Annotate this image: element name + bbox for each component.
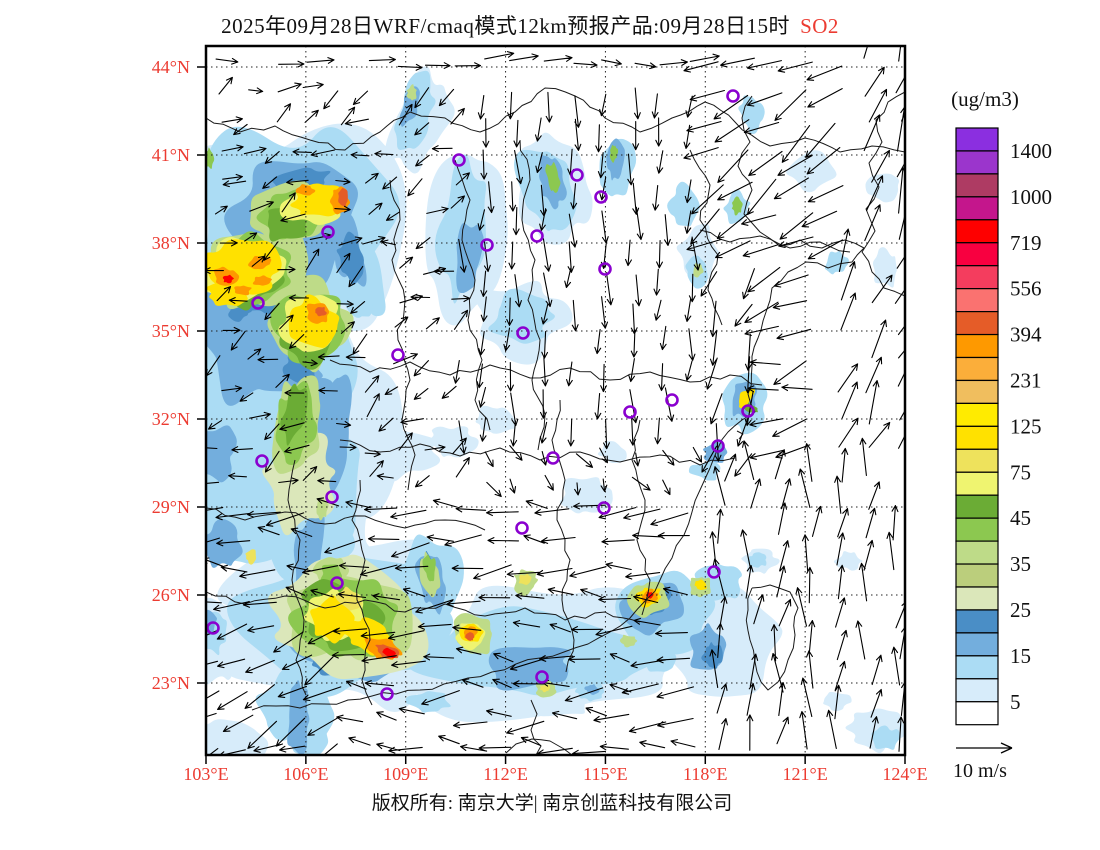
city-marker (251, 296, 265, 310)
y-tick-label: 35°N (152, 321, 190, 341)
wind-arrows (206, 46, 905, 755)
x-tick-label: 118°E (683, 764, 728, 784)
city-marker (380, 687, 394, 701)
city-marker (516, 326, 530, 340)
colorbar-cell (955, 288, 999, 313)
colorbar-cell (955, 678, 999, 703)
y-tick-label: 38°N (152, 233, 190, 253)
city-marker (515, 521, 529, 535)
city-marker (330, 576, 344, 590)
colorbar-cell (955, 173, 999, 198)
graticule-grid (206, 46, 905, 755)
city-marker (255, 454, 269, 468)
y-tick-label: 26°N (152, 585, 190, 605)
colorbar-label: 394 (1010, 323, 1042, 347)
city-marker (480, 238, 494, 252)
city-marker (452, 153, 466, 167)
colorbar-label: 125 (1010, 414, 1042, 438)
colorbar: (ug/m3) 1400 1000 719 556 394 231 125 75 45 35 25 15… (951, 87, 1052, 726)
colorbar-label: 75 (1010, 460, 1031, 484)
colorbar-label: 25 (1010, 598, 1031, 622)
x-axis: 103°E 106°E 109°E 112°E 115°E 118°E 121°E 124°E (183, 756, 928, 784)
colorbar-cell (955, 632, 999, 657)
colorbar-cell (955, 379, 999, 405)
colorbar-cell (955, 127, 999, 152)
colorbar-label: 1400 (1010, 139, 1052, 163)
y-tick-label: 44°N (152, 57, 190, 77)
colorbar-label: 1000 (1010, 185, 1052, 209)
colorbar-label: 15 (1010, 644, 1031, 668)
colorbar-cell (955, 311, 999, 336)
y-tick-label: 32°N (152, 409, 190, 429)
city-marker (530, 229, 544, 243)
colorbar-cell (955, 425, 999, 450)
colorbar-cell (955, 265, 999, 290)
province-borders (206, 87, 905, 755)
city-marker (711, 439, 725, 453)
colorbar-cell (955, 402, 999, 427)
city-marker (546, 451, 560, 465)
colorbar-cell (955, 356, 999, 382)
colorbar-label: 556 (1010, 277, 1042, 301)
colorbar-label: 719 (1010, 231, 1042, 255)
city-marker (206, 621, 220, 635)
city-marker (726, 89, 740, 103)
x-tick-label: 115°E (583, 764, 628, 784)
x-tick-label: 109°E (383, 764, 428, 784)
city-marker (321, 225, 335, 239)
y-tick-label: 29°N (152, 497, 190, 517)
page-title: 2025年09月28日WRF/cmaq模式12km预报产品:09月28日15时 S… (0, 10, 1060, 40)
wind-scale: 10 m/s (953, 742, 1013, 782)
city-marker (741, 404, 755, 418)
colorbar-cell (955, 448, 999, 473)
map-frame (204, 44, 907, 757)
colorbar-cell (955, 586, 999, 611)
city-marker (594, 190, 608, 204)
x-tick-label: 103°E (183, 764, 228, 784)
colorbar-cell (955, 471, 999, 496)
city-marker (623, 405, 637, 419)
colorbar-label: 45 (1010, 506, 1031, 530)
colorbar-cell (955, 494, 999, 519)
title-species: SO2 (800, 14, 839, 38)
colorbar-label: 231 (1010, 368, 1042, 392)
city-marker (570, 168, 584, 182)
y-tick-label: 23°N (152, 673, 190, 693)
x-tick-label: 112°E (483, 764, 528, 784)
city-marker (665, 393, 679, 407)
colorbar-cell (955, 242, 999, 267)
colorbar-cell (955, 701, 999, 726)
colorbar-cell (955, 540, 999, 565)
colorbar-cell (955, 196, 999, 221)
city-markers (206, 89, 755, 701)
city-marker (707, 565, 721, 579)
colorbar-label: 35 (1010, 552, 1031, 576)
footer-credit: 版权所有: 南京大学| 南京创蓝科技有限公司 (371, 793, 733, 814)
city-marker (597, 501, 611, 515)
colorbar-cell (955, 150, 999, 175)
y-tick-label: 41°N (152, 145, 190, 165)
colorbar-cell (955, 563, 999, 588)
x-tick-label: 106°E (283, 764, 328, 784)
colorbar-cell (955, 517, 999, 542)
y-axis: 44°N 41°N 38°N 35°N 32°N 29°N 26°N 23°N (152, 57, 205, 693)
city-marker (391, 348, 405, 362)
colorbar-cell (955, 609, 999, 634)
city-marker (325, 490, 339, 504)
city-marker (598, 262, 612, 276)
x-tick-label: 124°E (882, 764, 927, 784)
colorbar-label: 5 (1010, 690, 1021, 714)
city-marker (535, 670, 549, 684)
colorbar-units: (ug/m3) (951, 87, 1019, 111)
x-tick-label: 121°E (783, 764, 828, 784)
colorbar-cell (955, 219, 999, 244)
colorbar-cell (955, 333, 999, 359)
colorbar-cell (955, 655, 999, 680)
title-text: 2025年09月28日WRF/cmaq模式12km预报产品:09月28日15时 (221, 14, 791, 38)
wind-scale-label: 10 m/s (953, 760, 1007, 782)
